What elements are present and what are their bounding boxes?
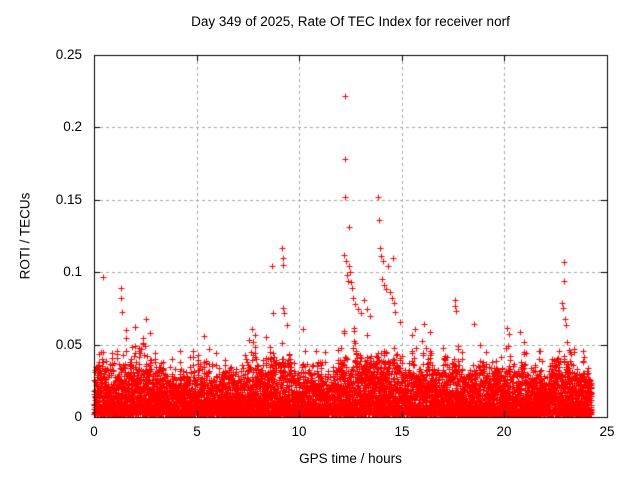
x-tick-label: 5 <box>193 424 201 439</box>
x-tick-label: 20 <box>496 424 512 439</box>
y-tick-label: 0 <box>74 409 82 424</box>
x-tick-label: 15 <box>394 424 410 439</box>
y-tick-label: 0.1 <box>63 264 82 279</box>
x-tick-label: 25 <box>599 424 615 439</box>
x-tick-label: 0 <box>90 424 98 439</box>
x-axis-label: GPS time / hours <box>299 451 402 466</box>
x-tick-label: 10 <box>291 424 307 439</box>
chart-title: Day 349 of 2025, Rate Of TEC Index for r… <box>191 14 510 29</box>
y-tick-label: 0.05 <box>55 337 82 352</box>
y-tick-label: 0.15 <box>55 192 82 207</box>
y-tick-label: 0.25 <box>55 47 82 62</box>
y-tick-label: 0.2 <box>63 119 82 134</box>
